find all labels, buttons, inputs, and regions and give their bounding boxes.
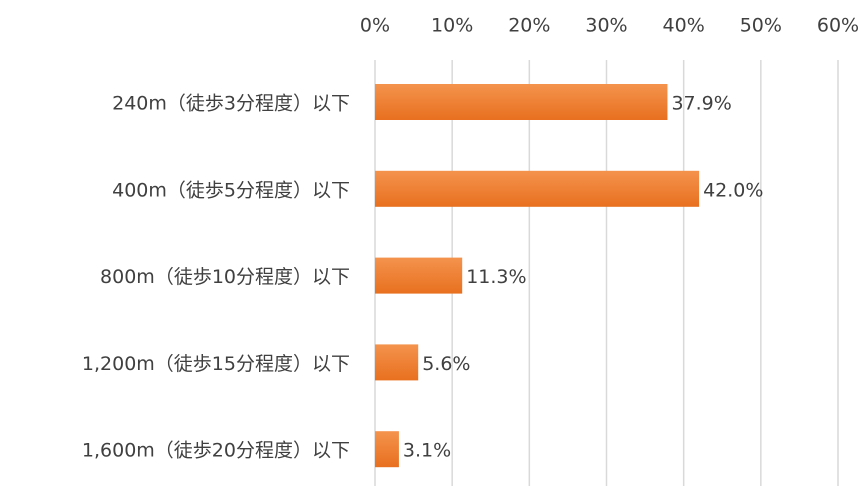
y-tick-label: 1,200m（徒歩15分程度）以下	[82, 353, 350, 375]
y-tick-label: 800m（徒歩10分程度）以下	[100, 266, 350, 288]
x-tick-label: 10%	[431, 15, 473, 37]
x-tick-label: 60%	[817, 15, 859, 37]
data-label: 42.0%	[703, 179, 763, 201]
bar	[375, 257, 463, 294]
x-tick-label: 0%	[360, 15, 390, 37]
x-tick-label: 40%	[663, 15, 705, 37]
bar	[375, 170, 700, 207]
y-tick-label: 1,600m（徒歩20分程度）以下	[82, 440, 350, 462]
bar	[375, 344, 419, 381]
x-tick-label: 50%	[740, 15, 782, 37]
data-label: 11.3%	[466, 266, 526, 288]
bar	[375, 84, 668, 120]
data-label: 5.6%	[422, 353, 470, 375]
y-tick-label: 240m（徒歩3分程度）以下	[112, 93, 350, 115]
x-tick-label: 30%	[585, 15, 627, 37]
y-tick-label: 400m（徒歩5分程度）以下	[112, 179, 350, 201]
data-label: 37.9%	[671, 93, 731, 115]
data-label: 3.1%	[403, 440, 451, 462]
x-tick-label: 20%	[508, 15, 550, 37]
bar	[375, 431, 399, 468]
